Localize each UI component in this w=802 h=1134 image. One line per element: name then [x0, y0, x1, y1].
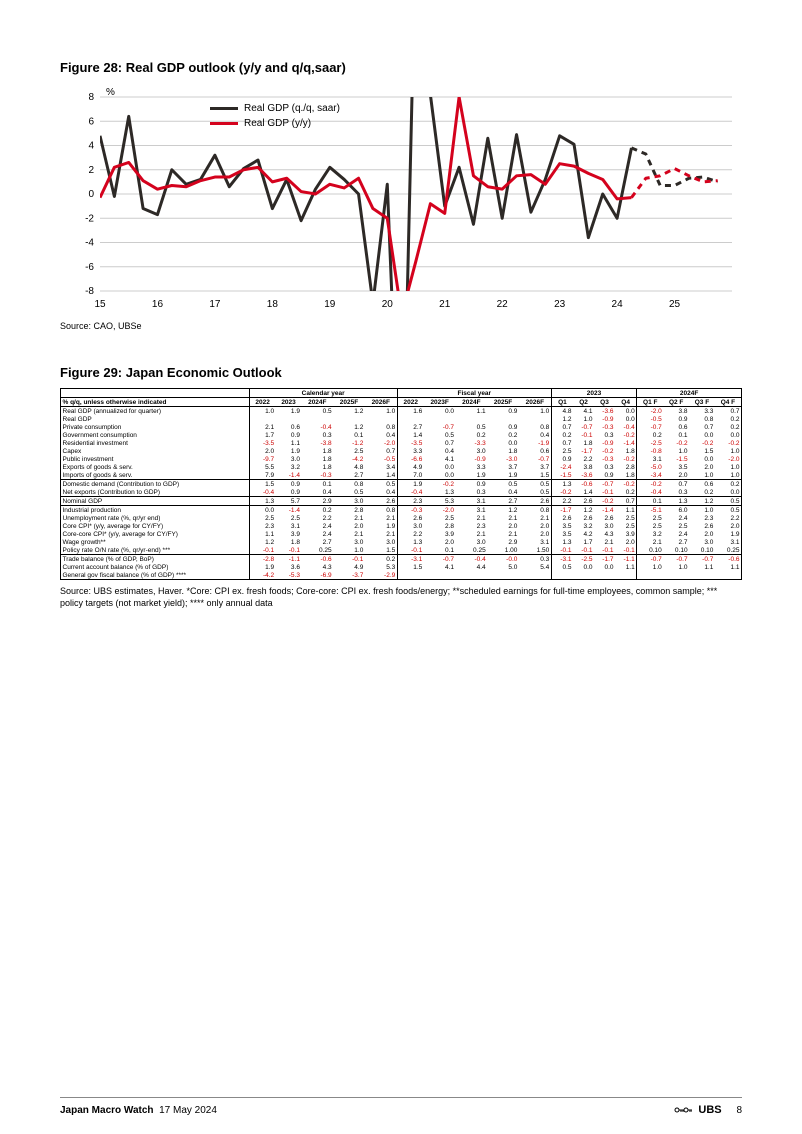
figure28-chart: -8-6-4-2024681516171819202122232425% Rea… [60, 83, 742, 313]
ubs-logo: UBS [698, 1104, 721, 1116]
svg-text:6: 6 [88, 116, 94, 127]
svg-text:19: 19 [324, 299, 336, 310]
svg-text:15: 15 [94, 299, 106, 310]
figure29-table: Calendar yearFiscal year20232024F% q/q, … [60, 388, 742, 580]
footer-date: 17 May 2024 [159, 1105, 217, 1116]
figure29-source: Source: UBS estimates, Haver. *Core: CPI… [60, 586, 742, 609]
svg-text:-2: -2 [85, 213, 94, 224]
svg-text:2: 2 [88, 165, 94, 176]
svg-text:0: 0 [88, 189, 94, 200]
svg-text:20: 20 [382, 299, 394, 310]
svg-text:-4: -4 [85, 238, 94, 249]
svg-text:%: % [106, 87, 115, 98]
svg-text:8: 8 [88, 92, 94, 103]
svg-text:25: 25 [669, 299, 681, 310]
svg-text:17: 17 [209, 299, 221, 310]
ubs-keys-icon [674, 1105, 692, 1115]
figure29-title: Figure 29: Japan Economic Outlook [60, 365, 742, 380]
footer-title: Japan Macro Watch [60, 1105, 154, 1116]
legend-label-yoy: Real GDP (y/y) [244, 116, 311, 131]
chart-legend: Real GDP (q./q, saar) Real GDP (y/y) [210, 101, 340, 131]
svg-text:4: 4 [88, 141, 94, 152]
svg-text:21: 21 [439, 299, 451, 310]
svg-text:22: 22 [497, 299, 509, 310]
svg-text:16: 16 [152, 299, 164, 310]
svg-text:24: 24 [612, 299, 624, 310]
svg-text:-8: -8 [85, 286, 94, 297]
svg-text:23: 23 [554, 299, 566, 310]
svg-text:-6: -6 [85, 262, 94, 273]
legend-label-qoq: Real GDP (q./q, saar) [244, 101, 340, 116]
svg-text:18: 18 [267, 299, 279, 310]
page-footer: Japan Macro Watch 17 May 2024 UBS 8 [60, 1097, 742, 1116]
page-number: 8 [736, 1105, 742, 1116]
figure28-title: Figure 28: Real GDP outlook (y/y and q/q… [60, 60, 742, 75]
figure28-source: Source: CAO, UBSe [60, 321, 742, 331]
